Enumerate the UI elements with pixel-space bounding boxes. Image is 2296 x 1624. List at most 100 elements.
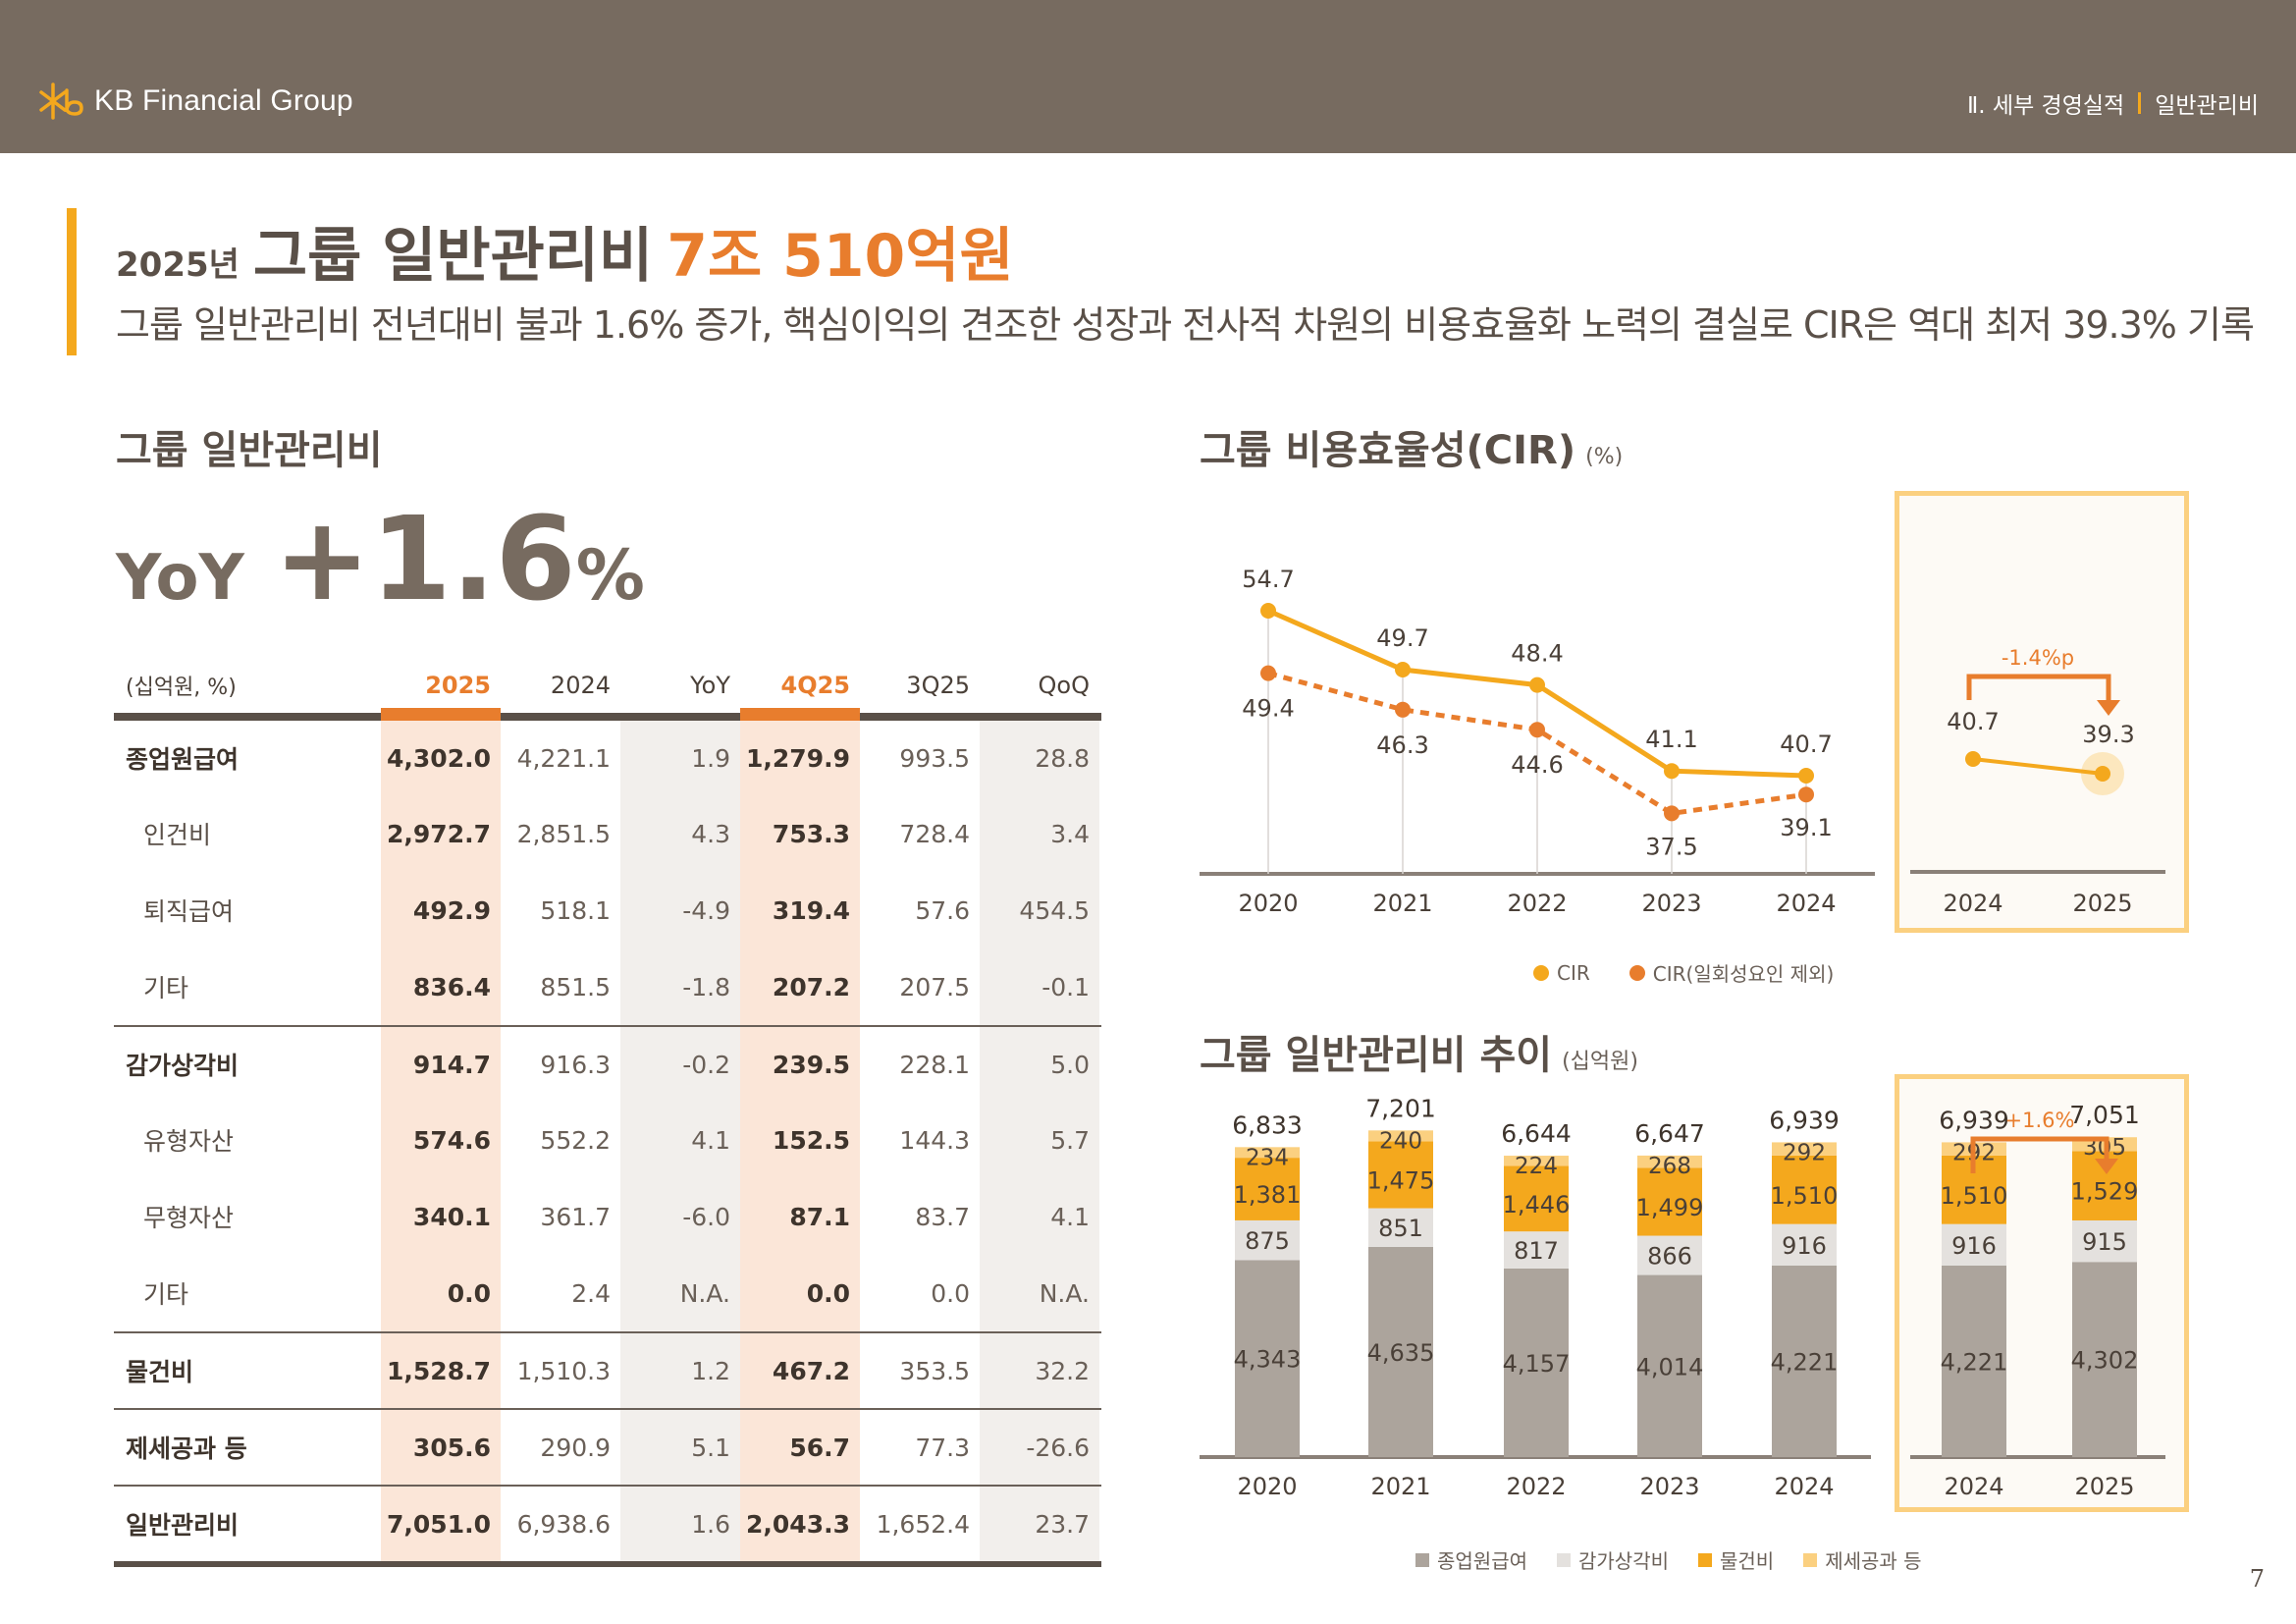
cell-2025: 4,302.0 [381, 721, 501, 795]
cir-legend: CIR CIR(일회성요인 제외) [1533, 958, 1834, 987]
bar-segment-salary [1772, 1265, 1837, 1457]
breadcrumb-page[interactable]: 일반관리비 [2155, 93, 2259, 119]
col-header-2024: 2024 [550, 672, 611, 699]
compare-data-label: 40.7 [1947, 708, 1999, 735]
legend-label-cir: CIR [1557, 960, 1590, 985]
cell-2025: 1,528.7 [381, 1333, 501, 1408]
compare-segment-label: 916 [1951, 1232, 1997, 1260]
compare-bar-segment-salary [1942, 1265, 2006, 1457]
change-annotation: -1.4%p [2002, 646, 2074, 670]
data-label-cir: 48.4 [1511, 640, 1563, 668]
cir-title-text: 그룹 비용효율성(CIR) [1200, 428, 1576, 473]
cell-yoy: 1.2 [620, 1333, 740, 1408]
compare-segment-label: 1,529 [2071, 1178, 2139, 1206]
cell-qoq: 23.7 [980, 1487, 1099, 1561]
total-label: 7,201 [1365, 1094, 1436, 1122]
brand-name: KB Financial Group [94, 84, 353, 117]
x-tick-label: 2020 [1238, 890, 1298, 917]
cell-qoq: 28.8 [980, 721, 1099, 795]
point-cir-adj [1529, 722, 1545, 738]
compare-segment-label: 1,510 [1941, 1182, 2008, 1210]
cell-yoy: 1.9 [620, 721, 740, 795]
cell-yoy: 5.1 [620, 1410, 740, 1485]
title-year: 2025년 [116, 245, 240, 285]
segment-label: 234 [1246, 1145, 1289, 1170]
bar-segment-materials [1772, 1155, 1837, 1224]
segment-label: 4,014 [1636, 1353, 1704, 1380]
data-label-cir-adj: 37.5 [1645, 833, 1697, 860]
legend-label-taxes: 제세공과 등 [1825, 1549, 1922, 1573]
bar-segment-materials [1368, 1141, 1433, 1209]
compare-point [2095, 766, 2110, 782]
data-label-cir-adj: 46.3 [1376, 731, 1428, 759]
legend-item-cir-adj: CIR(일회성요인 제외) [1629, 958, 1835, 987]
cost-title-text: 그룹 일반관리비 추이 [1200, 1033, 1553, 1078]
cell-qoq: N.A. [980, 1255, 1099, 1331]
total-label: 6,939 [1769, 1106, 1840, 1134]
compare-bar-segment-depreciation [2072, 1219, 2137, 1263]
segment-label: 916 [1782, 1232, 1827, 1260]
data-label-cir-adj: 39.1 [1780, 814, 1832, 841]
kb-logo[interactable]: KB Financial Group [39, 81, 353, 122]
x-tick-label: 2022 [1506, 1473, 1566, 1500]
highlight-marker-4q25 [740, 708, 860, 721]
cell-4q25: 56.7 [740, 1410, 860, 1485]
row-label: 제세공과 등 [126, 1435, 247, 1463]
table-header: (십억원, %) 2025 2024 YoY 4Q25 3Q25 QoQ [114, 658, 1101, 713]
x-tick-label: 2024 [1776, 890, 1836, 917]
change-arrow-head-icon [2095, 1159, 2118, 1174]
table-row: 제세공과 등 305.6 290.9 5.1 56.7 77.3 -26.6 [114, 1408, 1101, 1485]
legend-dot-cir-adj-icon [1629, 964, 1645, 981]
cell-3q25: 993.5 [899, 743, 970, 773]
cell-yoy: -4.9 [620, 872, 740, 948]
compare-x-tick-label: 2024 [1943, 890, 2002, 917]
segment-label: 292 [1783, 1140, 1826, 1165]
legend-swatch-materials-icon [1698, 1552, 1712, 1567]
breadcrumb-section[interactable]: Ⅱ. 세부 경영실적 [1966, 93, 2125, 119]
legend-swatch-taxes-icon [1803, 1552, 1818, 1567]
compare-bar-segment-salary [2072, 1262, 2137, 1457]
total-label: 6,833 [1232, 1110, 1303, 1139]
point-cir-adj [1664, 805, 1680, 822]
cost-section-title: 그룹 일반관리비 추이 (십억원) [1200, 1023, 1638, 1080]
compare-segment-label: 4,302 [2071, 1347, 2139, 1375]
point-cir-adj [1798, 786, 1814, 803]
point-cir [1664, 763, 1680, 780]
change-arrow-line [1966, 674, 2111, 703]
segment-label: 1,475 [1367, 1166, 1435, 1194]
data-label-cir-adj: 44.6 [1511, 751, 1563, 779]
title-highlight: 7조 510억원 [667, 222, 1014, 291]
bar-segment-depreciation [1772, 1223, 1837, 1266]
table-row: 유형자산 574.6 552.2 4.1 152.5 144.3 5.7 [114, 1102, 1101, 1178]
cell-qoq: 32.2 [980, 1333, 1099, 1408]
header-bar: KB Financial Group Ⅱ. 세부 경영실적 일반관리비 [0, 0, 2296, 153]
row-label: 종업원급여 [126, 745, 240, 774]
cell-4q25: 239.5 [740, 1027, 860, 1102]
point-cir [1529, 677, 1545, 693]
legend-item-salary: 종업원급여 [1415, 1545, 1527, 1574]
cell-3q25: 83.7 [915, 1202, 970, 1231]
bar-segment-taxes [1504, 1156, 1569, 1166]
x-tick-label: 2024 [1774, 1473, 1834, 1500]
legend-label-cir-adj: CIR(일회성요인 제외) [1652, 962, 1835, 986]
cell-2024: 2,851.5 [516, 819, 611, 848]
data-label-cir: 40.7 [1780, 731, 1832, 758]
cell-3q25: 353.5 [899, 1356, 970, 1385]
compare-x-tick-label: 2025 [2074, 1473, 2134, 1500]
cell-3q25: 144.3 [899, 1125, 970, 1155]
legend-swatch-salary-icon [1415, 1552, 1429, 1567]
cell-2024: 518.1 [540, 895, 611, 925]
legend-item-cir: CIR [1533, 961, 1590, 985]
col-header-3q25: 3Q25 [906, 672, 970, 699]
cell-2024: 1,510.3 [516, 1356, 611, 1385]
cell-3q25: 207.5 [899, 972, 970, 1001]
bar-segment-salary [1504, 1268, 1569, 1457]
table-row: 종업원급여 4,302.0 4,221.1 1.9 1,279.9 993.5 28.8 [114, 721, 1101, 795]
segment-label: 1,510 [1771, 1182, 1839, 1210]
bar-segment-salary [1637, 1274, 1702, 1457]
title-main: 그룹 일반관리비 [252, 222, 654, 291]
table-row: 일반관리비 7,051.0 6,938.6 1.6 2,043.3 1,652.4 23.7 [114, 1485, 1101, 1561]
point-cir [1395, 662, 1411, 677]
segment-label: 268 [1648, 1154, 1691, 1179]
